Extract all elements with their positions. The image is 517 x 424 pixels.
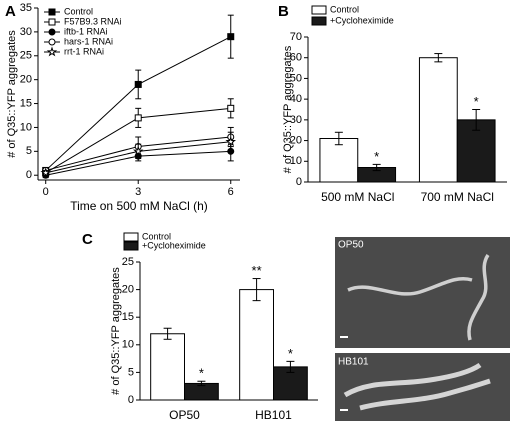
legend-marker	[48, 28, 56, 36]
x-tick-label: HB101	[255, 408, 292, 422]
x-tick-label: 6	[228, 186, 234, 198]
micrograph-op50: OP50	[335, 237, 510, 348]
y-tick-label: 5	[26, 145, 32, 157]
y-axis-label: # of Q35::YFP aggregates	[282, 45, 294, 173]
x-tick-label: OP50	[169, 408, 200, 422]
worm	[347, 277, 473, 296]
y-tick-label: 50	[290, 72, 302, 84]
y-tick-label: 10	[122, 339, 134, 351]
scale-bar	[340, 409, 348, 411]
bar	[239, 289, 274, 401]
marker	[132, 145, 144, 156]
worm	[359, 378, 491, 411]
bar	[150, 333, 185, 401]
legend-label: iftb-1 RNAi	[64, 26, 108, 36]
marker	[227, 33, 235, 41]
y-tick-label: 15	[122, 311, 134, 323]
y-tick-label: 0	[26, 169, 32, 181]
y-tick-label: 25	[122, 256, 134, 268]
image-label: OP50	[338, 240, 364, 251]
legend-label: Control	[64, 6, 93, 16]
y-tick-label: 0	[128, 394, 134, 406]
panel-b: B0 10 20 30 40 50 60 70# of Q35::YFP aggregates…	[278, 3, 507, 204]
y-tick-label: 10	[290, 155, 302, 167]
y-tick-label: 30	[290, 114, 302, 126]
worm	[343, 362, 482, 398]
legend-swatch	[123, 241, 139, 251]
significance-mark: *	[199, 366, 204, 381]
legend-label: F57B9.3 RNAi	[64, 16, 122, 26]
y-tick-label: 20	[122, 284, 134, 296]
x-tick-label: 3	[135, 186, 141, 198]
worm	[467, 254, 490, 341]
marker	[227, 104, 235, 112]
y-tick-label: 35	[20, 2, 32, 14]
panel-c: C0 5 10 15 20 25# of Q35::YFP aggregates Contr…	[82, 231, 318, 422]
y-tick-label: 20	[290, 134, 302, 146]
panel-letter: B	[278, 3, 289, 20]
significance-mark: *	[288, 346, 293, 361]
x-tick-label: 700 mM NaCl	[421, 190, 494, 204]
legend-label: Control	[330, 4, 359, 14]
y-tick-label: 40	[290, 93, 302, 105]
panel-letter: C	[82, 231, 93, 248]
image-label: HB101	[338, 357, 369, 368]
legend-marker	[46, 46, 58, 57]
bar	[319, 138, 359, 183]
marker	[225, 136, 237, 147]
significance-mark: *	[474, 94, 479, 109]
y-tick-label: 10	[20, 121, 32, 133]
marker	[134, 80, 142, 88]
legend-label: rrt-1 RNAi	[64, 46, 104, 56]
x-axis-label: Time on 500 mM NaCl (h)	[70, 199, 208, 213]
legend-label: +Cycloheximide	[330, 15, 394, 25]
y-tick-label: 70	[290, 31, 302, 43]
significance-mark: **	[252, 263, 262, 278]
x-tick-label: 0	[43, 186, 49, 198]
legend-marker	[48, 8, 56, 16]
legend-label: Control	[142, 231, 171, 241]
legend-label: hars-1 RNAi	[64, 36, 113, 46]
y-axis-label: # of Q35::YFP aggregates	[110, 267, 122, 395]
bar	[418, 57, 458, 183]
scale-bar	[340, 336, 348, 338]
y-tick-label: 20	[20, 74, 32, 86]
marker	[134, 114, 142, 122]
y-axis-label: # of Q35::YFP aggregates	[6, 30, 18, 158]
y-tick-label: 5	[128, 366, 134, 378]
legend-label: +Cycloheximide	[142, 240, 206, 250]
micrograph-hb101: HB101	[335, 353, 510, 421]
y-tick-label: 30	[20, 26, 32, 38]
legend-swatch	[311, 5, 327, 15]
x-tick-label: 500 mM NaCl	[321, 190, 394, 204]
panel-letter: A	[5, 3, 16, 20]
legend-marker	[48, 38, 56, 46]
legend-swatch	[123, 232, 139, 242]
significance-mark: *	[374, 149, 379, 164]
legend-marker	[48, 18, 56, 26]
legend-swatch	[311, 16, 327, 26]
marker	[40, 167, 51, 178]
y-tick-label: 60	[290, 52, 302, 64]
y-tick-label: 15	[20, 97, 32, 109]
y-tick-label: 0	[296, 176, 302, 188]
y-tick-label: 25	[20, 50, 32, 62]
